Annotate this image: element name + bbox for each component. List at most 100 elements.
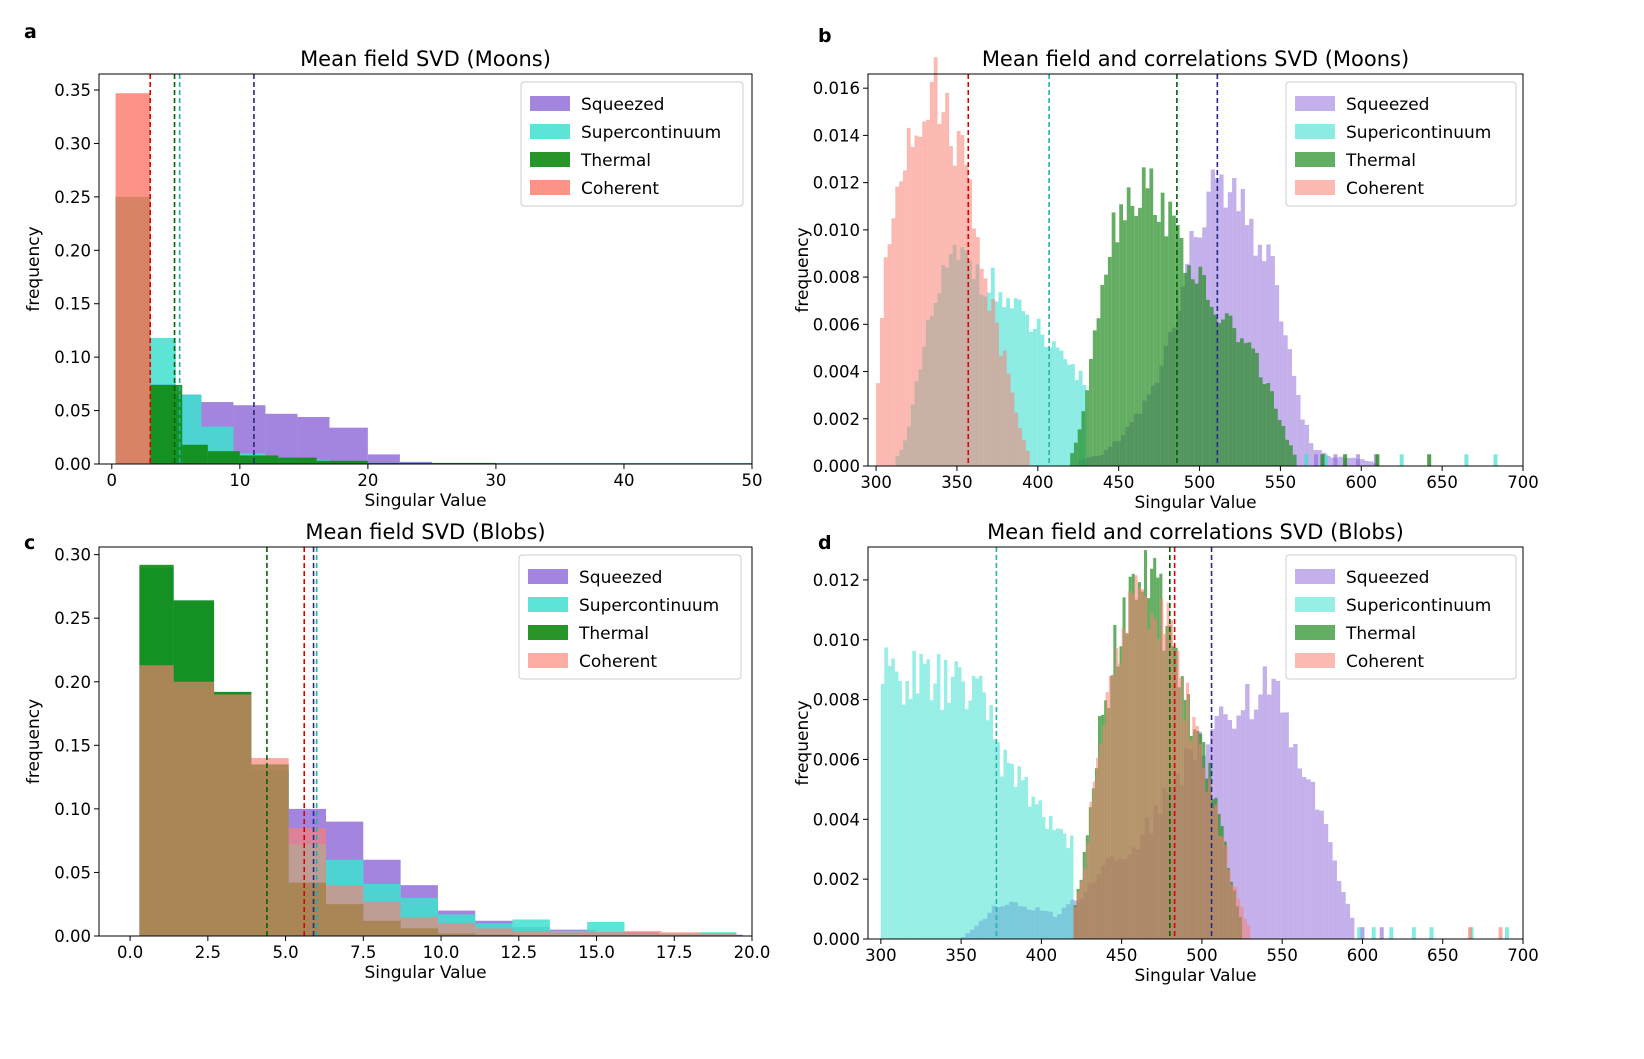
bar bbox=[1048, 816, 1053, 939]
bar bbox=[1221, 836, 1225, 939]
bar bbox=[1059, 350, 1064, 466]
panel-letter-b: b bbox=[818, 25, 832, 47]
legend-swatch-squeezed bbox=[1295, 96, 1335, 111]
bar bbox=[1140, 589, 1145, 939]
outlier-bar bbox=[1356, 454, 1361, 466]
bar bbox=[952, 165, 957, 466]
bar bbox=[1293, 743, 1298, 939]
bar bbox=[437, 923, 476, 936]
bar bbox=[943, 659, 948, 939]
legend: Squeezed Supericontinuum Thermal Coherent bbox=[1285, 554, 1517, 680]
bar bbox=[1021, 311, 1026, 466]
y-tick-label: 0.10 bbox=[54, 348, 91, 367]
legend: Squeezed Supercontinuum Thermal Coherent bbox=[518, 554, 742, 680]
bar bbox=[1236, 715, 1241, 939]
bar bbox=[936, 654, 941, 939]
x-tick-label: 550 bbox=[1266, 946, 1298, 965]
legend-box bbox=[520, 81, 744, 207]
bar bbox=[975, 237, 980, 466]
bar bbox=[1141, 167, 1146, 466]
bar bbox=[1144, 595, 1148, 939]
bar bbox=[1243, 918, 1247, 939]
x-tick-label: 350 bbox=[945, 946, 977, 965]
legend: Squeezed Supercontinuum Thermal Coherent bbox=[520, 81, 744, 207]
bar bbox=[937, 124, 942, 466]
bar bbox=[1292, 454, 1297, 466]
bar bbox=[1156, 221, 1161, 466]
outlier-bar bbox=[1493, 454, 1498, 466]
bar bbox=[1095, 757, 1100, 939]
panel-letter-c: c bbox=[24, 532, 35, 554]
bar bbox=[1096, 318, 1101, 466]
bar bbox=[1360, 459, 1365, 466]
bar bbox=[1163, 634, 1167, 939]
bar bbox=[1041, 817, 1046, 939]
bar bbox=[891, 218, 896, 466]
bar bbox=[1172, 215, 1176, 466]
y-axis-label: frequency bbox=[793, 227, 813, 312]
bar bbox=[1048, 347, 1052, 466]
y-tick-label: 0.05 bbox=[54, 402, 91, 421]
bar bbox=[1020, 780, 1025, 939]
y-tick-label: 0.30 bbox=[54, 134, 91, 153]
bar bbox=[367, 454, 400, 464]
y-tick-label: 0.006 bbox=[813, 315, 860, 334]
bar bbox=[982, 692, 986, 939]
bar bbox=[915, 693, 920, 939]
bar bbox=[1183, 272, 1188, 466]
bar bbox=[879, 317, 884, 466]
legend-swatch-coherent bbox=[1295, 180, 1335, 195]
x-tick-label: 700 bbox=[1507, 473, 1539, 492]
legend-label-supericontinuum: Supericontinuum bbox=[1346, 123, 1491, 143]
legend-label-supercontinuum: Supercontinuum bbox=[581, 123, 721, 143]
bar bbox=[922, 121, 927, 466]
axes-frame bbox=[867, 546, 1524, 940]
bar bbox=[919, 653, 923, 939]
y-tick-label: 0.010 bbox=[813, 221, 860, 240]
bar bbox=[363, 901, 401, 936]
bar bbox=[1013, 298, 1018, 466]
bar bbox=[933, 57, 938, 466]
bar bbox=[239, 455, 279, 464]
chart-title: Mean field and correlations SVD (Moons) bbox=[982, 47, 1409, 71]
bar bbox=[929, 81, 934, 467]
bar bbox=[1240, 188, 1245, 467]
bar bbox=[1255, 352, 1259, 466]
bar bbox=[1328, 842, 1333, 939]
outlier-bar bbox=[1313, 454, 1318, 466]
bar bbox=[1323, 823, 1329, 939]
x-tick-label: 20 bbox=[357, 471, 378, 490]
bar bbox=[1073, 442, 1078, 466]
outlier-bar bbox=[1371, 927, 1376, 939]
bar bbox=[964, 165, 969, 466]
bar bbox=[910, 146, 915, 466]
bar bbox=[1115, 242, 1120, 466]
x-tick-label: 17.5 bbox=[656, 943, 693, 962]
x-axis-label: Singular Value bbox=[364, 491, 486, 511]
bar bbox=[699, 933, 737, 936]
bar bbox=[895, 186, 900, 466]
bar bbox=[1232, 328, 1237, 466]
bar bbox=[1089, 801, 1093, 939]
panel-c-chart: 0.0 2.5 5.0 7.5 10.0 12.5 15.0 17.5 20.0 0.00 0.05… bbox=[24, 520, 770, 983]
x-tick-label: 650 bbox=[1427, 946, 1459, 965]
bar bbox=[1055, 347, 1060, 466]
bar bbox=[1192, 716, 1196, 939]
y-tick-label: 0.20 bbox=[54, 673, 91, 692]
bar bbox=[968, 179, 973, 466]
x-tick-label: 500 bbox=[1184, 473, 1216, 492]
bar bbox=[1025, 314, 1030, 466]
bar bbox=[908, 698, 913, 939]
bar bbox=[945, 92, 950, 466]
bar bbox=[1364, 460, 1369, 466]
legend-label-squeezed: Squeezed bbox=[581, 95, 664, 115]
bar bbox=[1345, 903, 1351, 939]
x-tick-label: 40 bbox=[613, 471, 634, 490]
bar bbox=[1234, 886, 1238, 939]
x-tick-label: 5.0 bbox=[272, 943, 298, 962]
bar bbox=[1062, 833, 1067, 939]
bar bbox=[906, 127, 911, 467]
bar bbox=[1059, 829, 1063, 939]
outlier-bar bbox=[1399, 454, 1404, 466]
bar bbox=[972, 228, 976, 466]
